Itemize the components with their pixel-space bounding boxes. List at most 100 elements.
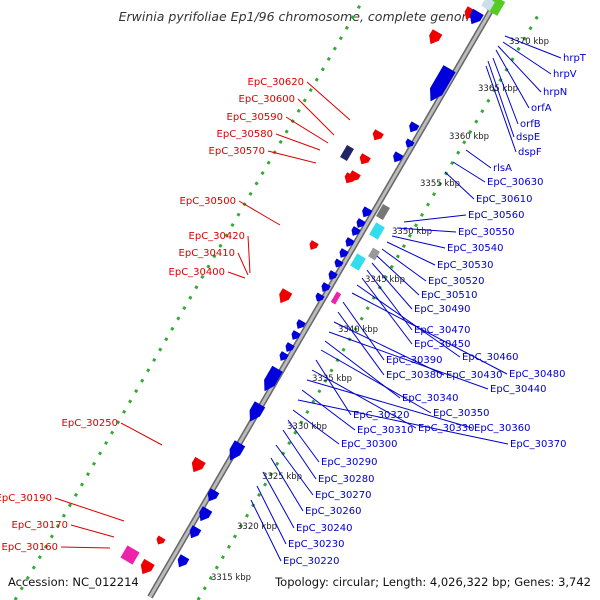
feature-block-magenta	[330, 291, 342, 305]
right-label-leader	[328, 331, 489, 390]
reverse-gene-arrow	[345, 237, 355, 247]
left-gene-label: EpC_30420	[189, 231, 245, 242]
reverse-gene-arrow	[291, 330, 301, 340]
accession-text: Accession: NC_012214	[8, 575, 139, 589]
right-gene-label: EpC_30320	[353, 410, 409, 421]
forward-gene-arrow	[359, 153, 371, 165]
right-label-leader	[381, 248, 427, 282]
right-label-leader	[262, 471, 295, 529]
right-label-leader	[292, 409, 340, 445]
left-gene-label: EpC_30170	[12, 520, 68, 531]
genome-summary-text: Topology: circular; Length: 4,026,322 bp…	[275, 575, 591, 589]
right-label-leader	[306, 379, 473, 429]
left-label-leader	[247, 235, 251, 274]
right-gene-label: EpC_30520	[428, 276, 484, 287]
right-gene-label: EpC_30440	[490, 384, 546, 395]
right-label-leader	[386, 241, 436, 266]
right-gene-label: hrpV	[553, 69, 577, 80]
reverse-gene-arrow	[199, 506, 213, 522]
reverse-gene-arrow	[328, 270, 338, 280]
right-label-leader	[297, 399, 509, 445]
feature-block-grey	[376, 203, 390, 221]
left-label-leader	[227, 271, 246, 279]
right-label-leader	[250, 499, 282, 562]
right-label-leader	[356, 284, 461, 358]
right-gene-label: EpC_30480	[509, 369, 565, 380]
right-label-leader	[256, 485, 287, 545]
right-gene-label: rlsA	[493, 163, 512, 174]
left-label-leader	[306, 81, 351, 121]
reverse-gene-arrow	[393, 151, 404, 163]
left-label-leader	[267, 150, 317, 164]
right-label-leader	[282, 429, 317, 480]
forward-gene-arrow	[156, 535, 166, 545]
reverse-gene-arrow	[177, 554, 190, 568]
feature-block-pale	[481, 0, 495, 11]
right-label-leader	[270, 457, 304, 512]
left-gene-label: EpC_30500	[180, 196, 236, 207]
left-gene-label: EpC_30590	[227, 112, 283, 123]
right-label-leader	[444, 171, 475, 200]
right-label-leader	[342, 301, 385, 361]
right-gene-label: orfB	[520, 119, 541, 130]
right-label-leader	[502, 41, 552, 75]
right-gene-label: EpC_30460	[462, 352, 518, 363]
right-label-leader	[311, 369, 417, 429]
gc-dotted-track-outer	[13, 0, 365, 600]
right-label-leader	[452, 161, 486, 183]
right-label-leader	[487, 60, 515, 138]
forward-gene-arrow	[429, 29, 443, 45]
scale-tick-label: 3320 kbp	[237, 522, 277, 532]
forward-gene-arrow	[140, 558, 155, 575]
right-label-leader	[497, 45, 542, 93]
right-gene-label: EpC_30630	[487, 177, 543, 188]
right-label-leader	[495, 49, 530, 109]
right-gene-label: EpC_30550	[458, 227, 514, 238]
right-label-leader	[275, 444, 314, 496]
scale-tick-label: 3340 kbp	[338, 325, 378, 335]
reverse-gene-arrow	[356, 218, 366, 228]
reverse-gene-arrow	[321, 282, 331, 292]
left-label-leader	[60, 546, 111, 549]
left-label-leader	[297, 98, 335, 136]
right-gene-label: EpC_30490	[414, 304, 470, 315]
left-gene-label: EpC_30190	[0, 493, 52, 504]
right-gene-label: EpC_30330	[418, 423, 474, 434]
reverse-gene-arrow	[189, 525, 202, 539]
reverse-gene-arrow	[409, 121, 420, 133]
scale-tick-label: 3335 kbp	[312, 374, 352, 384]
right-gene-label: EpC_30540	[447, 243, 503, 254]
forward-gene-arrow	[372, 129, 384, 141]
left-gene-label: EpC_30160	[2, 542, 58, 553]
right-label-leader	[403, 214, 467, 223]
left-gene-label: EpC_30410	[179, 248, 235, 259]
scale-tick-label: 3370 kbp	[509, 37, 549, 47]
right-gene-label: EpC_30220	[283, 556, 339, 567]
map-title: Erwinia pyrifoliae Ep1/96 chromosome, co…	[118, 9, 482, 24]
forward-gene-arrow	[309, 240, 319, 250]
reverse-gene-arrow	[469, 8, 484, 25]
right-label-leader	[301, 389, 356, 431]
forward-gene-arrow	[349, 170, 361, 182]
right-gene-label: EpC_30360	[474, 423, 530, 434]
right-gene-label: EpC_30240	[296, 523, 352, 534]
reverse-gene-arrow	[430, 65, 456, 102]
right-label-leader	[391, 235, 446, 249]
right-gene-label: hrpN	[543, 87, 567, 98]
right-gene-label: EpC_30290	[321, 457, 377, 468]
right-gene-label: EpC_30530	[437, 260, 493, 271]
right-gene-label: dspE	[516, 132, 540, 143]
reverse-gene-arrow	[334, 258, 344, 268]
reverse-gene-arrow	[315, 292, 325, 302]
left-gene-label: EpC_30580	[217, 129, 273, 140]
right-label-leader	[465, 149, 492, 169]
reverse-gene-arrow	[339, 248, 349, 258]
left-label-leader	[54, 497, 125, 522]
left-gene-label: EpC_30600	[239, 94, 295, 105]
reverse-gene-arrow	[249, 401, 266, 422]
reverse-gene-arrow	[351, 226, 361, 236]
chromosome-backbone-highlight	[148, 0, 499, 598]
right-gene-label: EpC_30300	[341, 439, 397, 450]
